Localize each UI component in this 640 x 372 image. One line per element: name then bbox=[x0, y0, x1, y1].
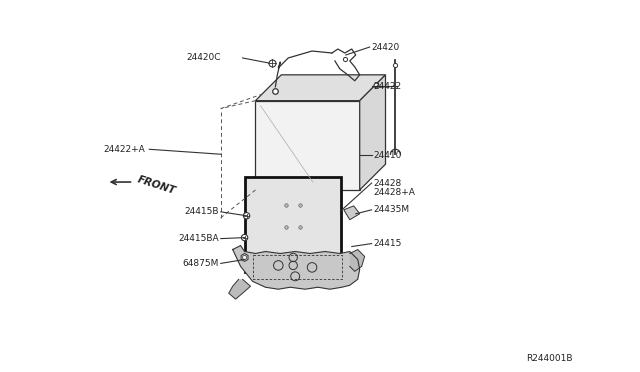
Text: 24415: 24415 bbox=[374, 239, 402, 248]
Polygon shape bbox=[350, 250, 365, 271]
Polygon shape bbox=[255, 75, 385, 101]
Text: 64875M: 64875M bbox=[182, 259, 219, 268]
Text: FRONT: FRONT bbox=[136, 174, 177, 196]
Text: R244001B: R244001B bbox=[527, 354, 573, 363]
Polygon shape bbox=[233, 246, 360, 289]
Circle shape bbox=[241, 234, 248, 241]
Text: 24410: 24410 bbox=[374, 151, 402, 160]
Text: 24415BA: 24415BA bbox=[178, 234, 219, 243]
Text: 24420: 24420 bbox=[372, 42, 400, 52]
Polygon shape bbox=[360, 75, 385, 190]
Text: 24415B: 24415B bbox=[184, 207, 219, 216]
Circle shape bbox=[243, 256, 246, 259]
Text: 24420C: 24420C bbox=[186, 54, 221, 62]
Text: 24435M: 24435M bbox=[374, 205, 410, 214]
Text: 24428: 24428 bbox=[374, 179, 402, 187]
Polygon shape bbox=[255, 101, 360, 190]
Text: 24422: 24422 bbox=[374, 82, 402, 91]
Polygon shape bbox=[344, 206, 360, 220]
Polygon shape bbox=[241, 253, 248, 262]
Polygon shape bbox=[246, 177, 341, 272]
Polygon shape bbox=[228, 279, 250, 299]
Text: 24422+A: 24422+A bbox=[104, 145, 145, 154]
Circle shape bbox=[243, 213, 250, 219]
Text: 24428+A: 24428+A bbox=[374, 189, 415, 198]
